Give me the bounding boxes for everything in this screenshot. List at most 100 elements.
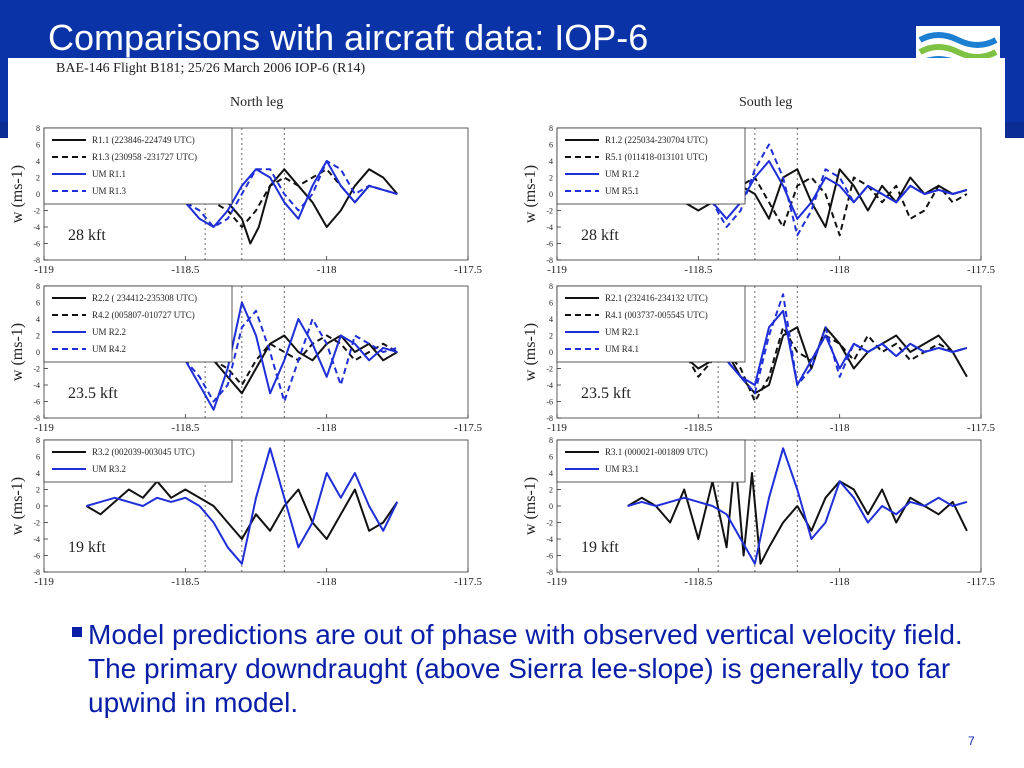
figure-panel: BAE-146 Flight B181; 25/26 March 2006 IO…	[8, 58, 1005, 603]
bullet-square-icon	[72, 627, 82, 637]
y-tick-label: 8	[549, 282, 553, 291]
y-tick-label: 0	[36, 348, 40, 357]
y-tick-label: 4	[549, 157, 553, 166]
y-tick-label: -4	[546, 535, 553, 544]
y-tick-label: 4	[36, 315, 40, 324]
page-number: 7	[968, 734, 975, 748]
x-tick-label: -119	[547, 264, 567, 276]
altitude-label: 23.5 kft	[581, 385, 631, 402]
y-tick-label: -8	[33, 568, 40, 577]
y-tick-label: 8	[36, 124, 40, 133]
y-tick-label: 8	[549, 436, 553, 445]
y-tick-label: 0	[549, 190, 553, 199]
y-tick-label: -8	[546, 256, 553, 265]
x-tick-label: -118.5	[171, 576, 200, 588]
legend-label: R3.1 (000021-001809 UTC)	[605, 447, 708, 457]
altitude-label: 19 kft	[68, 539, 106, 556]
y-axis-label: w (ms-1)	[9, 477, 26, 535]
y-tick-label: -6	[546, 552, 553, 561]
y-tick-label: -6	[546, 240, 553, 249]
y-tick-label: -4	[33, 223, 40, 232]
legend-label: UM R2.2	[92, 327, 126, 337]
x-tick-label: -119	[547, 576, 567, 588]
legend-label: UM R1.2	[605, 169, 639, 179]
y-tick-label: 4	[36, 157, 40, 166]
x-tick-label: -117.5	[454, 576, 483, 588]
y-tick-label: -8	[33, 414, 40, 423]
x-tick-label: -118	[317, 264, 337, 276]
y-tick-label: 2	[549, 486, 553, 495]
column-title-south: South leg	[739, 95, 792, 110]
x-tick-label: -118	[830, 264, 850, 276]
series-line	[71, 309, 398, 403]
legend-label: R5.1 (011418-013101 UTC)	[605, 152, 707, 162]
x-tick-label: -118.5	[684, 264, 713, 276]
y-tick-label: -2	[33, 365, 40, 374]
x-tick-label: -117.5	[454, 264, 483, 276]
y-tick-label: -8	[33, 256, 40, 265]
y-tick-label: -4	[546, 223, 553, 232]
y-tick-label: 0	[36, 502, 40, 511]
x-tick-label: -118.5	[684, 422, 713, 434]
y-tick-label: 2	[36, 486, 40, 495]
y-tick-label: -6	[33, 240, 40, 249]
x-tick-label: -117.5	[967, 422, 996, 434]
y-tick-label: -2	[33, 207, 40, 216]
y-tick-label: -2	[546, 365, 553, 374]
legend-label: R2.2 ( 234412-235308 UTC)	[92, 293, 197, 303]
x-tick-label: -118.5	[684, 576, 713, 588]
y-tick-label: -6	[33, 552, 40, 561]
y-tick-label: -4	[546, 381, 553, 390]
x-tick-label: -119	[547, 422, 567, 434]
y-tick-label: 2	[36, 174, 40, 183]
series-line	[627, 447, 968, 565]
y-tick-label: -2	[33, 519, 40, 528]
x-tick-label: -117.5	[454, 422, 483, 434]
y-tick-label: -4	[33, 381, 40, 390]
y-tick-label: 0	[549, 348, 553, 357]
y-tick-label: 6	[549, 453, 553, 462]
y-axis-label: w (ms-1)	[522, 323, 539, 381]
y-tick-label: -6	[546, 398, 553, 407]
altitude-label: 23.5 kft	[68, 385, 118, 402]
y-tick-label: -2	[546, 207, 553, 216]
x-tick-label: -118.5	[171, 264, 200, 276]
bullet-text: Model predictions are out of phase with …	[88, 619, 963, 718]
legend-label: UM R5.1	[605, 186, 639, 196]
legend-label: UM R1.3	[92, 186, 127, 196]
y-axis-label: w (ms-1)	[9, 323, 26, 381]
y-axis-label: w (ms-1)	[522, 165, 539, 223]
legend-label: R4.1 (003737-005545 UTC)	[605, 310, 708, 320]
figure-header: BAE-146 Flight B181; 25/26 March 2006 IO…	[56, 61, 365, 76]
y-tick-label: -8	[546, 568, 553, 577]
y-tick-label: -4	[33, 535, 40, 544]
y-tick-label: 2	[549, 332, 553, 341]
y-tick-label: 4	[549, 315, 553, 324]
y-tick-label: -6	[33, 398, 40, 407]
legend-label: R4.2 (005807-010727 UTC)	[92, 310, 195, 320]
altitude-label: 28 kft	[581, 227, 619, 244]
y-tick-label: 6	[549, 299, 553, 308]
y-tick-label: 6	[36, 299, 40, 308]
y-tick-label: 8	[36, 282, 40, 291]
y-tick-label: 2	[549, 174, 553, 183]
x-tick-label: -117.5	[967, 264, 996, 276]
y-tick-label: 6	[36, 453, 40, 462]
y-tick-label: 4	[36, 469, 40, 478]
y-axis-label: w (ms-1)	[522, 477, 539, 535]
legend-label: UM R4.1	[605, 344, 639, 354]
y-tick-label: 2	[36, 332, 40, 341]
x-tick-label: -118	[830, 422, 850, 434]
y-tick-label: 6	[549, 141, 553, 150]
series-line	[85, 480, 399, 540]
legend-label: UM R4.2	[92, 344, 126, 354]
legend-box	[43, 439, 233, 483]
legend-label: R1.3 (230958 -231727 UTC)	[92, 152, 197, 162]
legend-label: R2.1 (232416-234132 UTC)	[605, 293, 708, 303]
x-tick-label: -117.5	[967, 576, 996, 588]
y-axis-label: w (ms-1)	[9, 165, 26, 223]
legend-label: UM R1.1	[92, 169, 126, 179]
altitude-label: 28 kft	[68, 227, 106, 244]
legend-label: R1.2 (225034-230704 UTC)	[605, 135, 708, 145]
x-tick-label: -118	[317, 576, 337, 588]
